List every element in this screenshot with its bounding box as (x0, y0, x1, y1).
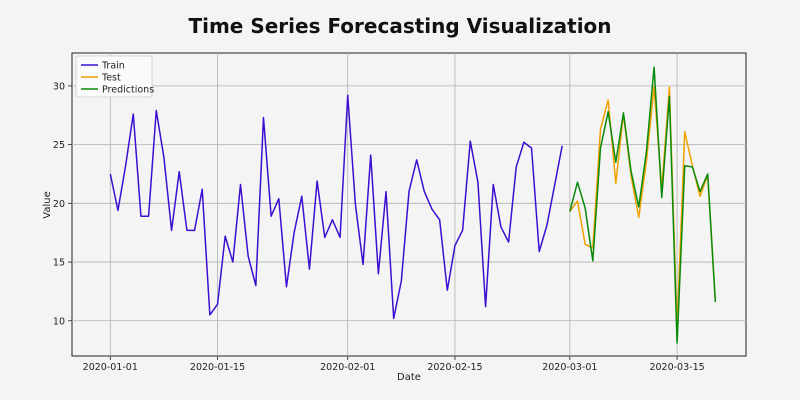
y-axis-label: Value (42, 191, 53, 218)
plot-area (71, 52, 747, 357)
x-axis-label: Date (397, 372, 421, 383)
x-tick-label: 2020-02-01 (320, 362, 375, 373)
series-line-predictions (569, 66, 717, 344)
legend-box (75, 55, 153, 98)
legend-label-test: Test (101, 73, 121, 84)
x-tick-label: 2020-03-15 (649, 362, 704, 373)
y-tick-label: 20 (53, 199, 65, 210)
y-tick-label: 30 (53, 81, 65, 92)
x-tick-label: 2020-02-15 (427, 362, 482, 373)
chart-title: Time Series Forecasting Visualization (188, 14, 611, 38)
axis-ticks: 2020-01-01 2020-01-15 2020-02-01 2020-02-15… (53, 81, 705, 373)
legend-label-predictions: Predictions (102, 85, 154, 96)
y-tick-label: 15 (53, 258, 65, 269)
series-line-test (569, 86, 717, 330)
y-tick-label: 10 (53, 316, 65, 327)
y-tick-label: 25 (53, 140, 65, 151)
x-tick-label: 2020-01-15 (190, 362, 245, 373)
legend: Train Test Predictions (75, 55, 154, 98)
series-lines (109, 66, 717, 344)
legend-label-train: Train (101, 61, 125, 72)
series-line-train (109, 94, 563, 320)
x-tick-label: 2020-03-01 (542, 362, 597, 373)
x-tick-label: 2020-01-01 (83, 362, 138, 373)
